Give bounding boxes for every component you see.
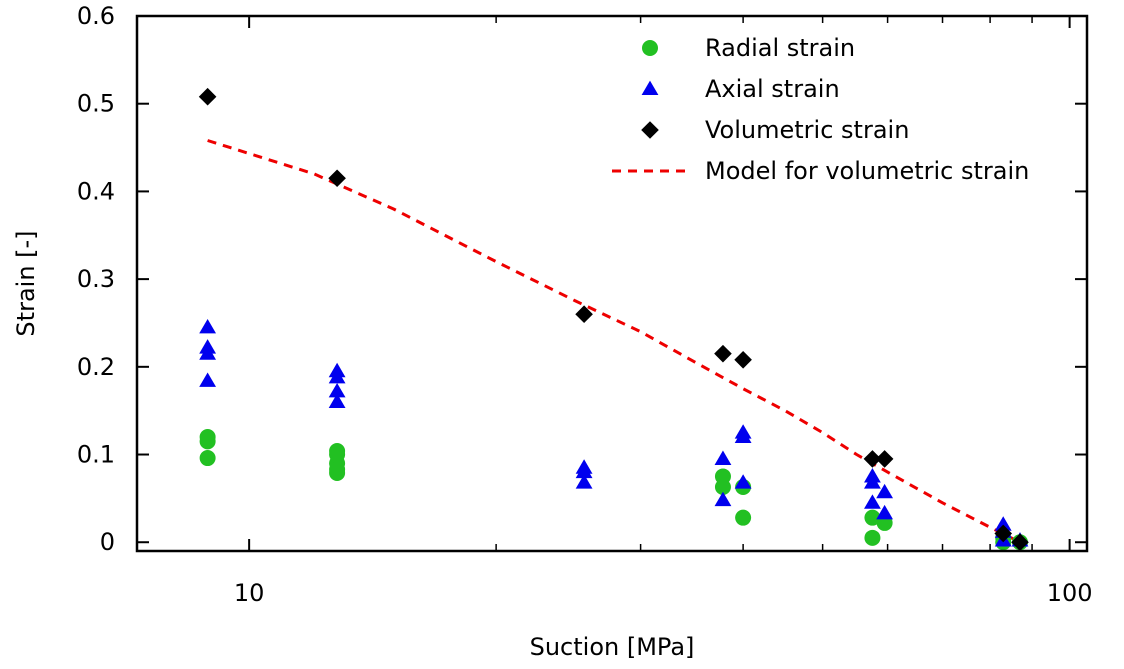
x-axis-title: Suction [MPa] — [530, 633, 695, 661]
plot-frame — [135, 14, 1089, 553]
legend-circle-swatch — [642, 40, 658, 56]
triangle-point — [734, 474, 752, 489]
circle-point — [199, 450, 216, 467]
y-tick-label: 0.1 — [77, 441, 115, 469]
y-tick-label: 0.2 — [77, 353, 115, 381]
triangle-point — [575, 463, 593, 479]
triangle-point — [876, 504, 894, 520]
circle-point — [199, 433, 216, 450]
y-tick-label: 0 — [100, 528, 115, 556]
model-line — [207, 139, 1021, 544]
diamond-point — [734, 351, 752, 369]
y-tick-label: 0.6 — [77, 2, 115, 30]
diamond-point — [328, 169, 346, 188]
x-tick-label: 10 — [234, 579, 265, 607]
diamond-point — [714, 344, 732, 363]
legend-label: Axial strain — [705, 75, 840, 103]
circle-point — [864, 529, 881, 546]
circle-point — [329, 464, 346, 481]
diamond-point — [875, 450, 894, 468]
triangle-point — [864, 474, 881, 489]
y-tick-label: 0.5 — [77, 90, 115, 118]
circle-point — [714, 478, 731, 495]
legend: Radial strain Axial strain Volumetric stra… — [612, 34, 1029, 185]
diamond-point — [863, 450, 882, 468]
y-tick-label: 0.3 — [77, 265, 115, 293]
circle-point — [864, 509, 881, 526]
triangle-point — [199, 345, 217, 360]
triangle-point — [575, 474, 593, 489]
y-axis-title: Strain [-] — [12, 230, 40, 336]
diamond-point — [198, 87, 217, 106]
legend-label: Model for volumetric strain — [705, 157, 1029, 185]
legend-label: Volumetric strain — [705, 116, 909, 144]
triangle-point — [876, 483, 894, 499]
legend-diamond-swatch — [641, 121, 659, 139]
triangle-point — [864, 494, 881, 509]
y-tick-label: 0.4 — [77, 177, 115, 205]
circle-point — [735, 509, 752, 526]
plot-area — [198, 87, 1029, 552]
legend-label: Radial strain — [705, 34, 855, 62]
triangle-point — [328, 382, 346, 398]
triangle-point — [734, 428, 752, 444]
diamond-point — [575, 305, 593, 323]
triangle-point — [714, 450, 732, 465]
legend-triangle-swatch — [641, 80, 659, 96]
x-tick-label: 100 — [1047, 579, 1093, 607]
triangle-point — [714, 491, 732, 507]
diamond-point — [1011, 533, 1029, 552]
triangle-point — [328, 393, 346, 408]
triangle-point — [199, 372, 217, 387]
triangle-point — [328, 368, 346, 384]
axes: 0 0.1 0.2 0.3 0.4 0.5 0.6 10 100 — [77, 2, 1093, 607]
diamond-point — [994, 524, 1013, 543]
triangle-point — [199, 318, 217, 334]
